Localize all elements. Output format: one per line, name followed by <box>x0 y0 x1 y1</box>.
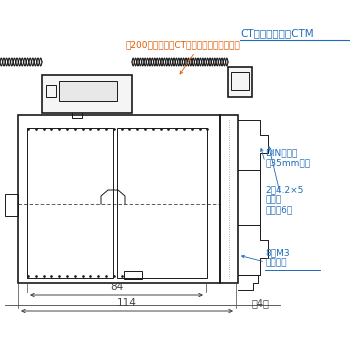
Bar <box>117 128 207 278</box>
Text: 84: 84 <box>110 282 123 292</box>
Bar <box>18 115 220 283</box>
Text: 2－4.2×5
取付穴
（深さ6）: 2－4.2×5 取付穴 （深さ6） <box>265 185 303 215</box>
Text: 114: 114 <box>117 298 137 308</box>
Text: 約200（本体側とCTプロテクタ側の合計）: 約200（本体側とCTプロテクタ側の合計） <box>125 40 240 49</box>
Bar <box>231 72 249 90</box>
Bar <box>46 85 56 97</box>
Bar <box>5 194 18 216</box>
Text: 8－M3
端子ねじ: 8－M3 端子ねじ <box>265 248 290 267</box>
Bar <box>59 81 117 101</box>
Text: CTプロテクタ（CTM: CTプロテクタ（CTM <box>240 28 314 38</box>
Bar <box>220 115 238 283</box>
Text: DINレール
（35mm幅）: DINレール （35mm幅） <box>265 148 310 167</box>
Bar <box>228 67 252 97</box>
Text: （4）: （4） <box>252 298 270 308</box>
Bar <box>27 128 113 278</box>
Bar <box>124 271 142 279</box>
Bar <box>42 75 132 113</box>
